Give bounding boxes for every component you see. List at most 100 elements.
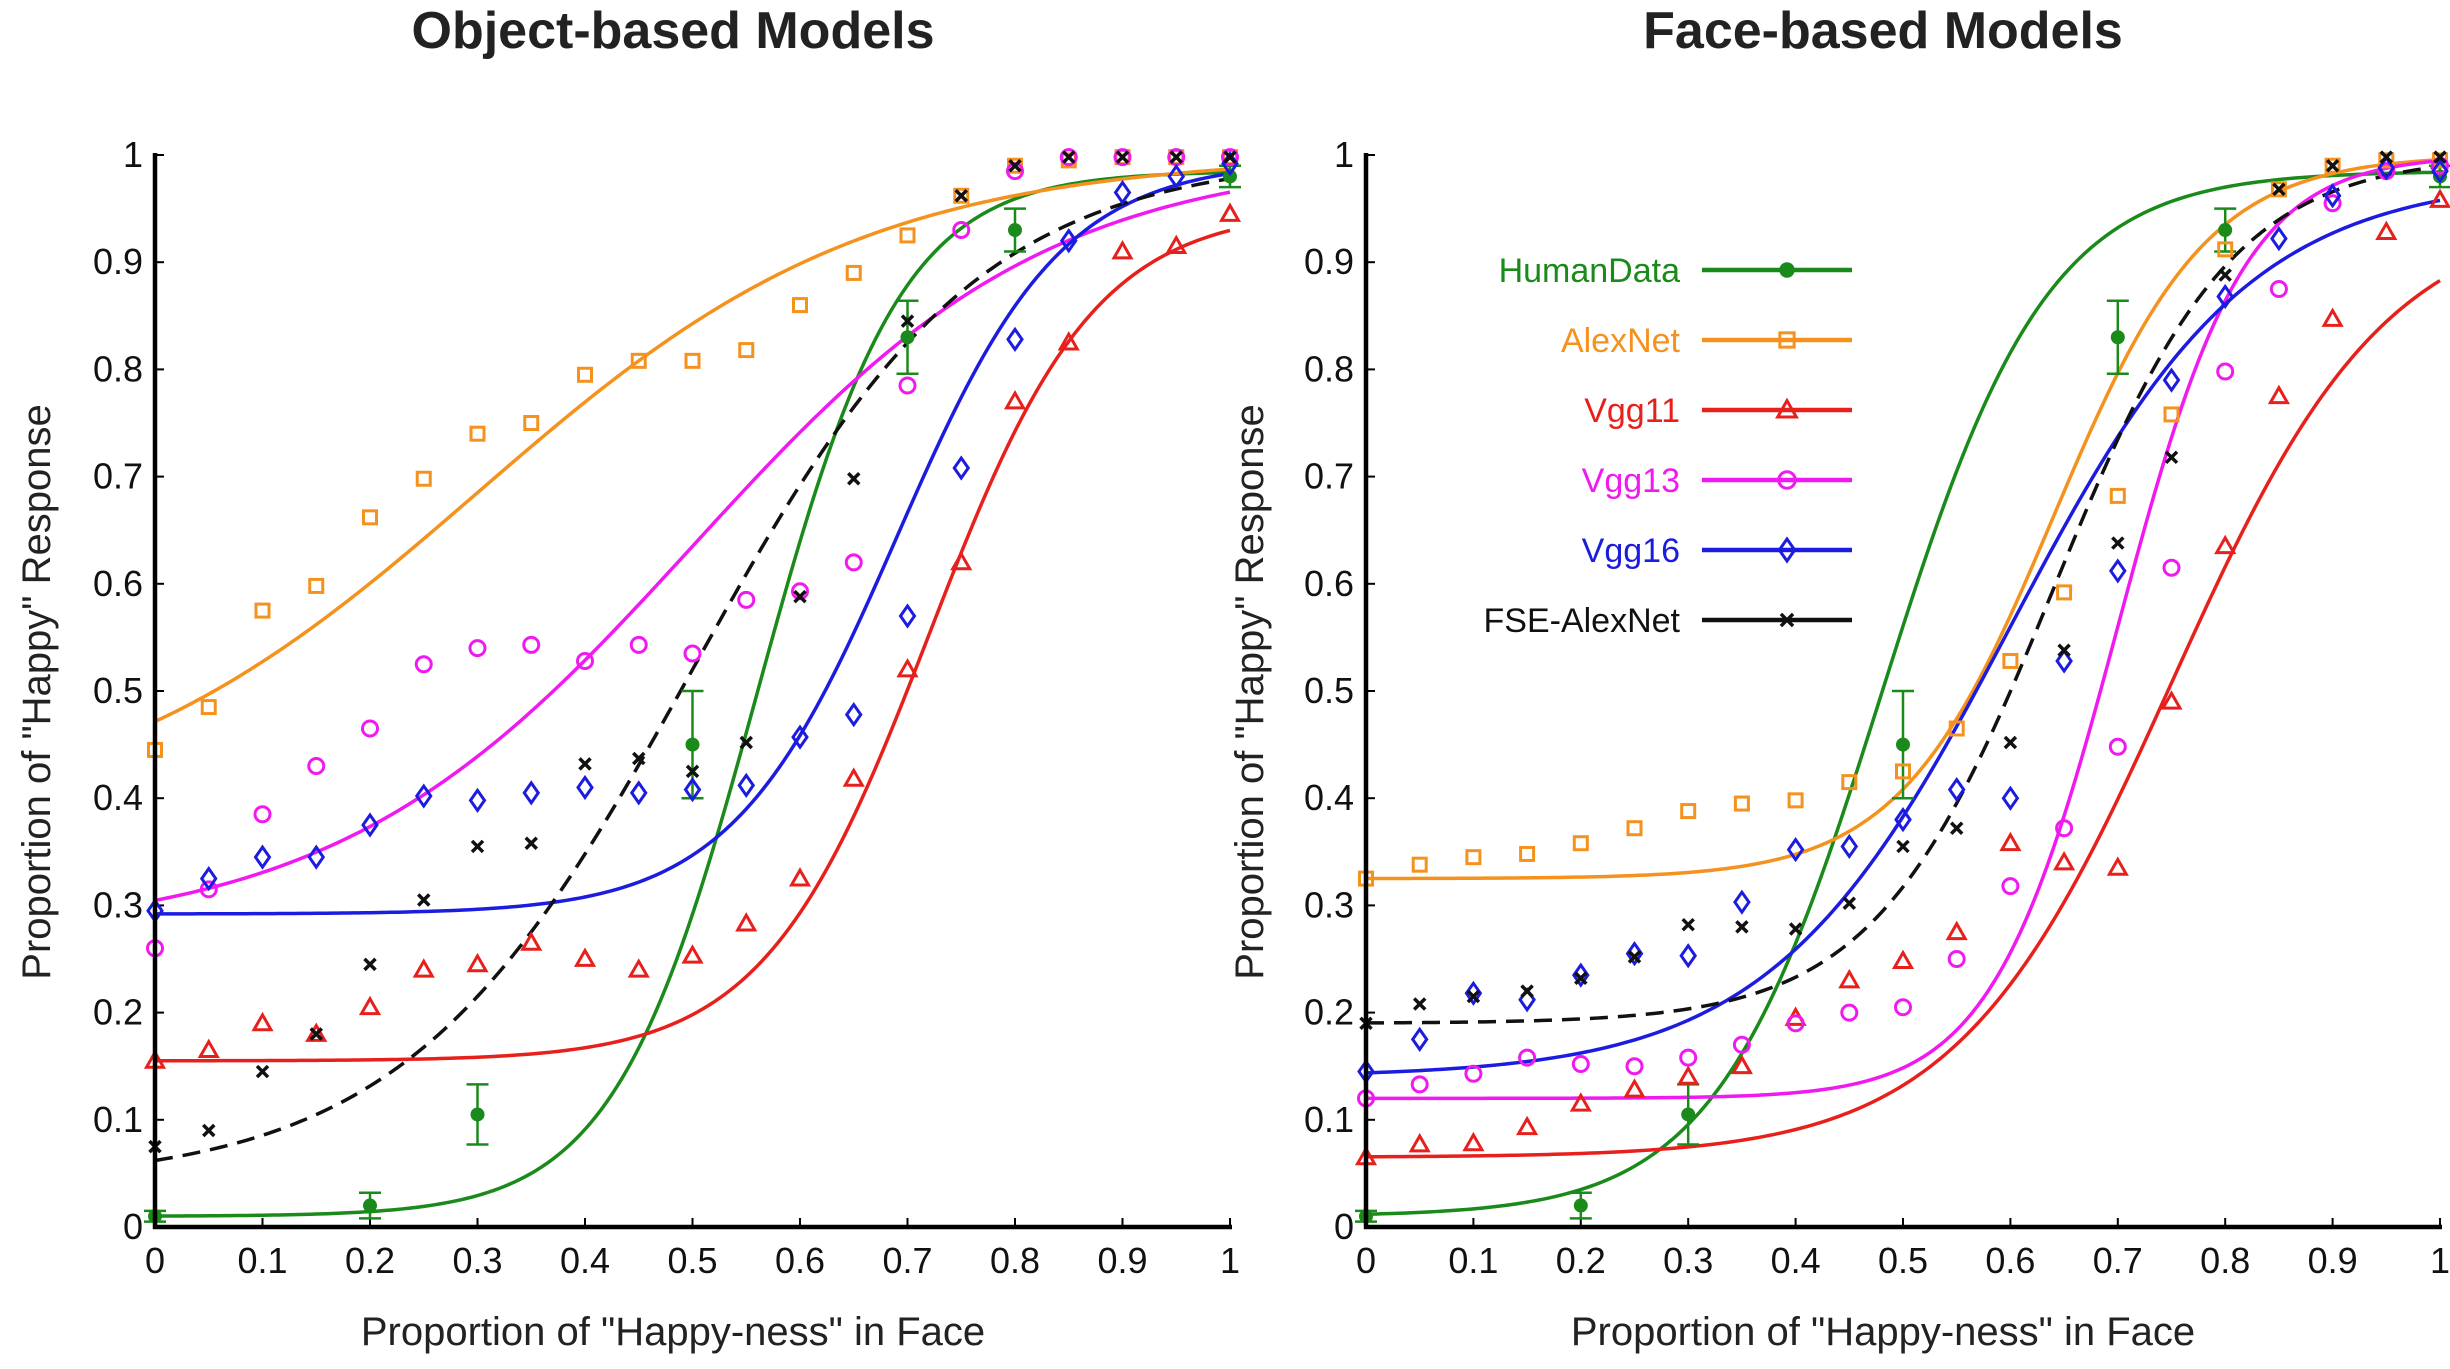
vgg11-point — [1165, 234, 1188, 254]
vgg16-point — [253, 844, 272, 870]
legend-marker-vgg11 — [1775, 397, 1799, 419]
panel-title: Object-based Models — [412, 2, 935, 60]
y-tick-label: 0.8 — [93, 348, 143, 389]
alexnet-point — [2324, 157, 2341, 174]
alexnet-point — [362, 509, 378, 526]
fse-alexnet-fit-curve — [1365, 164, 2441, 1025]
vgg16-point — [2377, 155, 2396, 181]
vgg16-point — [898, 603, 917, 629]
y-tick-label: 0.7 — [93, 456, 143, 497]
vgg11-point — [520, 931, 543, 951]
fse-alexnet-point — [1788, 922, 1803, 936]
alexnet-point — [845, 264, 862, 281]
vgg16-point — [844, 701, 863, 728]
vgg11-point — [1057, 331, 1080, 351]
vgg16-point — [522, 780, 541, 806]
fse-alexnet-point — [255, 1064, 270, 1079]
legend-label-humandata: HumanData — [1499, 252, 1681, 290]
x-tick-label: 1 — [2430, 1240, 2450, 1281]
x-tick-label: 0.4 — [1771, 1240, 1821, 1281]
fse-alexnet-point — [202, 1123, 216, 1138]
vgg11-point — [1891, 949, 1915, 970]
alexnet-point — [1572, 835, 1589, 852]
alexnet-point — [2163, 406, 2180, 423]
vgg11-point — [950, 550, 973, 571]
y-axis-label: Proportion of "Happy" Response — [15, 404, 59, 979]
vgg16-point — [1947, 777, 1966, 803]
fse-alexnet-point — [1412, 997, 1427, 1011]
vgg16-point — [576, 774, 594, 801]
axes — [1363, 153, 2442, 1230]
vgg11-point — [681, 944, 704, 964]
alexnet-point — [2217, 241, 2234, 258]
fse-alexnet-point — [309, 1027, 323, 1041]
y-tick-label: 0.4 — [93, 777, 143, 818]
alexnet-point — [1411, 856, 1428, 873]
alexnet-point — [738, 342, 755, 359]
vgg16-point — [629, 780, 648, 806]
alexnet-point — [1519, 845, 1536, 862]
alexnet-point — [2109, 487, 2126, 504]
fse-alexnet-point — [417, 893, 431, 907]
legend-marker-vgg16 — [1777, 536, 1797, 564]
alexnet-point — [953, 187, 970, 204]
fse-alexnet-point — [2218, 268, 2232, 282]
vgg11-point — [842, 767, 865, 787]
fse-alexnet-point — [2057, 643, 2071, 658]
vgg16-point — [468, 787, 487, 813]
legend-label-vgg13: Vgg13 — [1582, 462, 1680, 500]
fit-curves — [1365, 157, 2441, 1216]
axes — [152, 153, 1232, 1230]
fse-alexnet-point — [685, 764, 700, 779]
vgg13-point — [522, 635, 541, 654]
vgg16-point — [2270, 226, 2288, 252]
vgg16-point — [1006, 326, 1024, 352]
alexnet-point — [415, 470, 432, 487]
vgg11-point — [627, 958, 650, 978]
vgg13-point — [1894, 998, 1912, 1017]
x-tick-label: 0.7 — [2093, 1240, 2143, 1281]
vgg16-point — [1840, 833, 1859, 860]
x-tick-label: 0 — [1356, 1240, 1376, 1281]
data-markers — [143, 148, 1242, 1224]
alexnet-fit-curve — [154, 167, 1231, 724]
fse-alexnet-point — [1008, 158, 1022, 173]
vgg11-point — [2053, 850, 2076, 871]
alexnet-point — [523, 415, 540, 431]
fse-alexnet-point — [1115, 150, 1130, 164]
fse-alexnet-point — [632, 751, 646, 766]
alexnet-point — [1626, 820, 1643, 837]
fse-alexnet-point — [1169, 150, 1183, 164]
y-tick-label: 0.2 — [93, 992, 143, 1033]
alexnet-point — [254, 602, 271, 619]
fse-alexnet-point — [470, 839, 485, 854]
x-tick-label: 0.8 — [990, 1240, 1040, 1281]
x-tick-label: 0.1 — [1448, 1240, 1498, 1281]
vgg16-point — [1113, 179, 1132, 206]
vgg13-point — [1679, 1048, 1698, 1067]
vgg13-point — [1625, 1057, 1644, 1076]
alexnet-point — [1841, 774, 1858, 791]
alexnet-point — [1733, 795, 1750, 812]
vgg11-point — [2214, 534, 2237, 555]
fse-alexnet-point — [1574, 971, 1588, 986]
fse-alexnet-point — [2111, 536, 2125, 550]
vgg16-point — [361, 812, 379, 838]
vgg16-point — [952, 455, 971, 481]
vgg11-point — [1003, 390, 1027, 410]
y-axis-label: Proportion of "Happy" Response — [1228, 404, 1272, 979]
legend-label-alexnet: AlexNet — [1561, 322, 1681, 360]
y-tick-label: 0.3 — [93, 884, 143, 925]
vgg11-point — [251, 1011, 274, 1032]
vgg11-point — [412, 958, 435, 978]
data-markers — [1354, 150, 2450, 1224]
vgg13-point — [2323, 194, 2342, 213]
y-tick-label: 0.5 — [1304, 670, 1354, 711]
legend-marker-fse-alexnet — [1779, 612, 1795, 628]
fit-curves — [154, 167, 1231, 1218]
humandata-point — [1573, 1198, 1588, 1213]
y-tick-label: 1 — [1334, 134, 1354, 175]
alexnet-point — [1895, 763, 1911, 780]
fse-alexnet-point — [739, 735, 753, 750]
vgg11-point — [1569, 1092, 1592, 1112]
